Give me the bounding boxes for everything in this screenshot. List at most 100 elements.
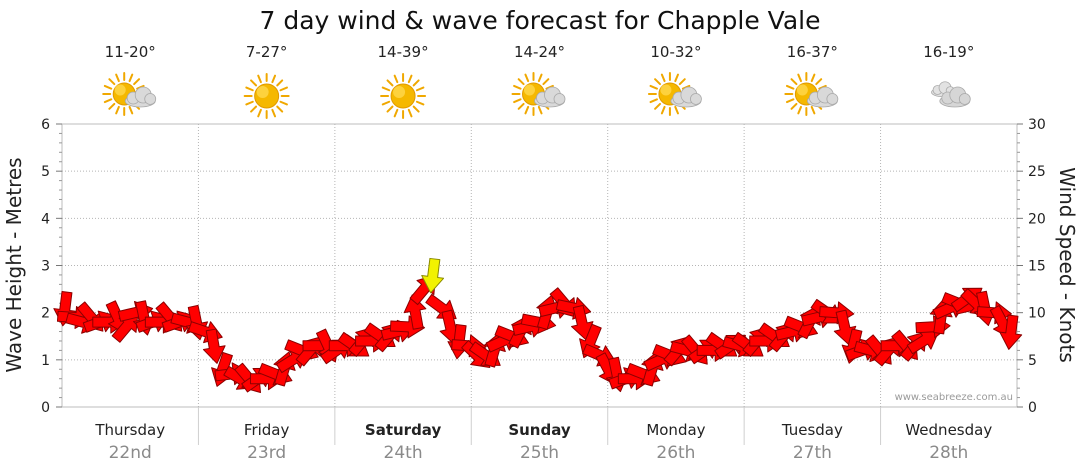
sun-rays <box>102 72 147 116</box>
left-tick-label: 3 <box>41 259 50 275</box>
sunny-icon <box>380 73 427 119</box>
cloud-puff <box>553 93 566 105</box>
sun-ray <box>103 98 113 104</box>
sun-ray <box>797 105 802 115</box>
sun-ray <box>386 105 394 113</box>
left-axis-label: Wave Height - Metres <box>2 157 26 372</box>
sun-ray <box>103 84 113 90</box>
sun-ray <box>513 98 522 104</box>
day-temperature: 16-37° <box>787 43 838 61</box>
sun-ray <box>412 79 420 87</box>
cloud-puff <box>958 93 971 105</box>
sun-ray <box>381 100 391 106</box>
sun-ray <box>415 86 425 92</box>
sun-ray <box>678 78 686 86</box>
sun-ray <box>790 102 798 110</box>
left-tick-label: 2 <box>41 306 50 322</box>
cloud-shape <box>939 86 971 108</box>
sun-ray <box>654 102 662 110</box>
day-name: Saturday <box>365 421 442 439</box>
wind-arrow-strong <box>421 257 445 294</box>
sun-ray <box>674 73 679 83</box>
sunny-icon <box>243 73 290 119</box>
sun-ray <box>271 74 277 84</box>
sun-ray <box>517 78 525 86</box>
day-temperature: 16-19° <box>923 43 974 61</box>
partly-cloudy-icon <box>647 72 702 116</box>
sun-ray <box>271 108 277 118</box>
sun-ray <box>810 105 816 115</box>
day-date: 22nd <box>109 443 152 463</box>
wind-arrow <box>571 304 594 341</box>
sun-ray <box>785 84 795 90</box>
right-tick-label: 30 <box>1028 117 1046 133</box>
right-tick-label: 25 <box>1028 164 1046 180</box>
arrow-shape <box>999 314 1023 350</box>
sun-ray <box>810 73 816 83</box>
arrow-shape <box>421 257 445 294</box>
cloud-puff <box>144 93 157 105</box>
day-date: 26th <box>656 443 695 463</box>
chart-title: 7 day wind & wave forecast for Chapple V… <box>260 6 821 35</box>
day-temperature: 14-39° <box>378 43 429 61</box>
cloud-shape <box>534 86 566 108</box>
day-name: Thursday <box>94 421 165 439</box>
sun-ray <box>133 78 141 86</box>
cloudy-icon <box>931 81 971 108</box>
right-tick-label: 5 <box>1028 353 1037 369</box>
right-axis-label: Wind Speed - Knots <box>1055 167 1079 363</box>
sun-ray <box>279 100 288 106</box>
sun-rays <box>380 73 427 119</box>
partly-cloudy-icon <box>784 72 839 116</box>
sun-ray <box>381 86 391 92</box>
sun-ray <box>649 84 658 90</box>
sun-ray <box>115 73 120 83</box>
left-tick-label: 6 <box>41 117 50 133</box>
sun-ray <box>128 73 134 83</box>
day-name: Tuesday <box>781 421 843 439</box>
sun-ray <box>537 105 543 115</box>
day-date: 25th <box>520 443 559 463</box>
sun-ray <box>257 108 262 118</box>
arrow-shape <box>202 328 226 364</box>
day-temperature: 11-20° <box>105 43 156 61</box>
sun-ray <box>537 73 543 83</box>
wind-arrow <box>202 328 226 364</box>
right-tick-label: 20 <box>1028 211 1046 227</box>
sun-ray <box>393 74 399 84</box>
day-temperature: 7-27° <box>246 43 288 61</box>
sun-highlight <box>256 86 269 98</box>
sun-rays <box>243 73 290 119</box>
sun-ray <box>250 79 258 87</box>
sun-ray <box>524 73 530 83</box>
cloud-shape <box>806 86 839 108</box>
sun-highlight <box>796 84 808 96</box>
sun-ray <box>108 102 116 110</box>
sun-ray <box>674 105 679 115</box>
sun-ray <box>524 105 530 115</box>
day-temperature: 14-24° <box>514 43 565 61</box>
sun-ray <box>250 105 258 113</box>
partly-cloudy-icon <box>102 72 157 116</box>
sun-ray <box>276 79 284 87</box>
sun-ray <box>276 105 284 113</box>
left-tick-label: 5 <box>41 164 50 180</box>
cloud-puff <box>690 93 702 105</box>
left-tick-label: 0 <box>41 400 50 416</box>
sun-ray <box>412 105 420 113</box>
sun-ray <box>257 74 262 84</box>
sun-ray <box>279 86 288 92</box>
day-date: 27th <box>793 443 832 463</box>
sun-ray <box>415 100 425 106</box>
sun-ray <box>797 73 802 83</box>
sun-ray <box>660 105 666 115</box>
sun-ray <box>128 105 134 115</box>
sun-ray <box>245 100 254 106</box>
day-name: Friday <box>244 421 290 439</box>
sun-highlight <box>660 84 672 96</box>
day-name: Wednesday <box>905 421 992 439</box>
arrow-shape <box>906 330 940 355</box>
day-date: 28th <box>929 443 968 463</box>
sun-highlight <box>524 84 535 96</box>
